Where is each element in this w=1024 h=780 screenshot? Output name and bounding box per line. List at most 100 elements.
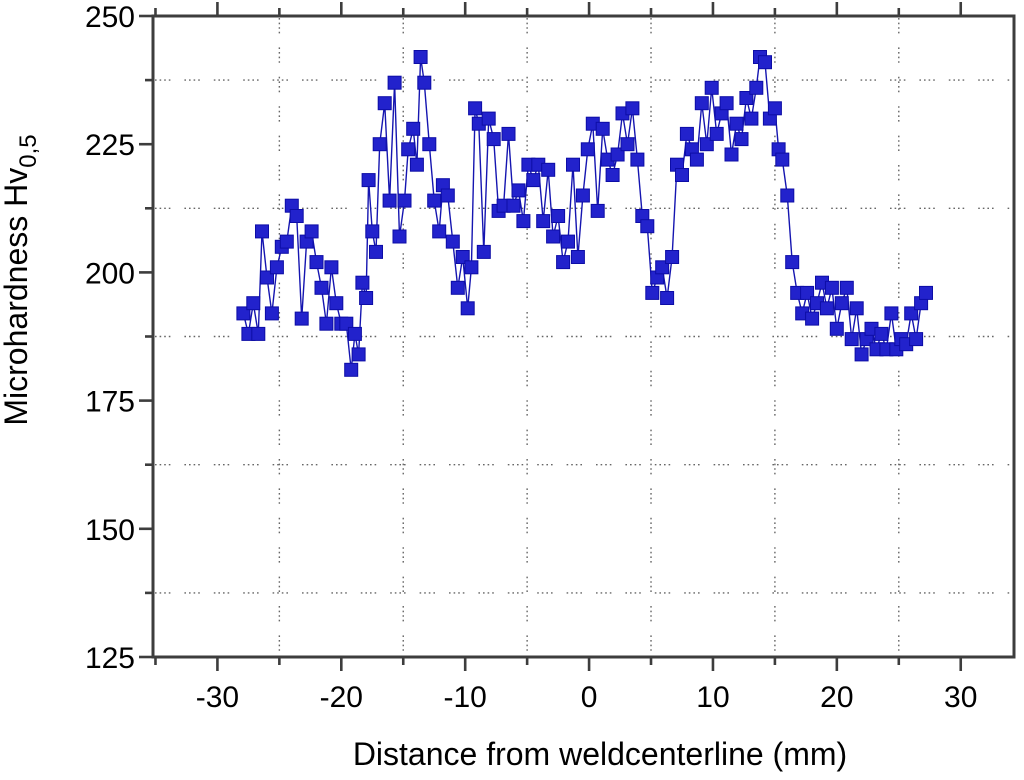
data-point-marker: [675, 168, 689, 182]
data-point-marker: [351, 347, 366, 362]
data-point-marker: [729, 116, 744, 131]
data-point-marker: [440, 188, 455, 203]
data-point-marker: [605, 168, 620, 182]
data-point-marker: [625, 101, 640, 116]
data-point-marker: [355, 275, 370, 290]
x-tick-label: 0: [581, 681, 598, 714]
data-point-marker: [541, 162, 556, 177]
x-tick-label: 30: [944, 681, 977, 714]
data-point-marker: [679, 126, 694, 141]
y-tick-labels: 125 150 175 200 225 250: [85, 1, 135, 675]
data-point-marker: [251, 326, 266, 341]
data-point-marker: [758, 55, 772, 70]
data-point-marker: [511, 183, 526, 198]
data-point-marker: [546, 229, 561, 244]
data-point-marker: [839, 280, 854, 295]
data-point-marker: [460, 301, 475, 316]
data-point-marker: [665, 250, 680, 264]
axis-ticks: [139, 2, 963, 671]
data-point-marker: [819, 301, 834, 316]
y-tick-label: 250: [85, 1, 135, 34]
data-point-marker: [279, 234, 294, 249]
data-point-marker: [767, 101, 782, 116]
x-tick-label: -20: [320, 681, 363, 714]
y-tick-label: 225: [85, 129, 135, 162]
data-point-marker: [561, 234, 575, 249]
data-point-marker: [289, 209, 304, 223]
y-tick-label: 125: [85, 642, 135, 675]
data-point-marker: [780, 188, 795, 203]
data-point-marker: [329, 296, 344, 311]
data-point-marker: [382, 193, 397, 208]
data-point-marker: [884, 306, 899, 321]
x-axis-title: Distance from weldcenterline (mm): [353, 736, 847, 772]
data-point-marker: [590, 203, 605, 218]
data-point-marker: [255, 224, 269, 239]
data-point-marker: [344, 362, 359, 377]
data-point-marker: [409, 157, 424, 172]
data-point-marker: [387, 75, 402, 90]
data-point-marker: [397, 193, 412, 208]
data-points: [236, 50, 933, 377]
data-point-marker: [595, 121, 610, 136]
data-point-marker: [620, 137, 635, 152]
data-point-marker: [800, 285, 815, 300]
data-point-marker: [455, 250, 470, 264]
data-point-marker: [309, 255, 324, 270]
data-point-marker: [570, 250, 585, 264]
data-point-marker: [909, 332, 924, 347]
x-tick-labels: -30 -20 -10 0 10 20 30: [196, 681, 978, 714]
data-point-marker: [269, 260, 284, 275]
data-point-marker: [655, 260, 670, 275]
data-point-marker: [719, 96, 734, 111]
data-point-marker: [361, 173, 376, 188]
data-point-marker: [324, 260, 339, 275]
data-point-marker: [805, 311, 820, 326]
data-point-marker: [372, 137, 387, 152]
data-point-marker: [526, 173, 541, 188]
data-point-marker: [406, 121, 421, 136]
x-tick-label: -10: [444, 681, 487, 714]
data-point-marker: [551, 209, 566, 223]
y-tick-label: 200: [85, 257, 135, 290]
data-point-marker: [575, 188, 590, 203]
data-point-marker: [854, 347, 869, 362]
data-point-marker: [640, 219, 655, 234]
data-point-marker: [689, 152, 704, 167]
y-tick-label: 150: [85, 514, 135, 547]
data-point-marker: [314, 280, 329, 295]
data-point-marker: [694, 96, 709, 111]
data-point-marker: [919, 285, 933, 300]
data-point-marker: [566, 157, 580, 172]
x-tick-label: -30: [196, 681, 239, 714]
data-point-marker: [294, 311, 309, 326]
data-point-marker: [516, 214, 531, 229]
y-axis-title-subscript: 0,5: [15, 134, 42, 167]
data-point-marker: [834, 296, 849, 311]
plot-frame: [151, 14, 1016, 659]
data-point-marker: [699, 137, 714, 152]
data-point-marker: [264, 306, 279, 321]
data-point-marker: [427, 193, 442, 208]
data-point-marker: [468, 101, 483, 116]
y-axis-title: Microhardness Hv0,5: [0, 134, 42, 425]
data-point-marker: [824, 280, 839, 295]
data-point-marker: [630, 152, 645, 167]
data-point-marker: [704, 80, 719, 95]
data-point-marker: [734, 132, 749, 147]
data-point-marker: [610, 147, 625, 162]
data-point-marker: [874, 326, 889, 341]
data-point-marker: [785, 255, 800, 270]
data-point-marker: [401, 142, 416, 157]
data-point-marker: [365, 224, 380, 239]
data-point-marker: [319, 316, 334, 331]
data-point-marker: [775, 152, 790, 167]
data-point-marker: [486, 132, 501, 147]
data-point-marker: [829, 321, 844, 336]
data-point-marker: [844, 332, 859, 347]
data-point-marker: [536, 214, 551, 229]
data-point-marker: [359, 291, 374, 305]
data-point-marker: [450, 280, 465, 295]
